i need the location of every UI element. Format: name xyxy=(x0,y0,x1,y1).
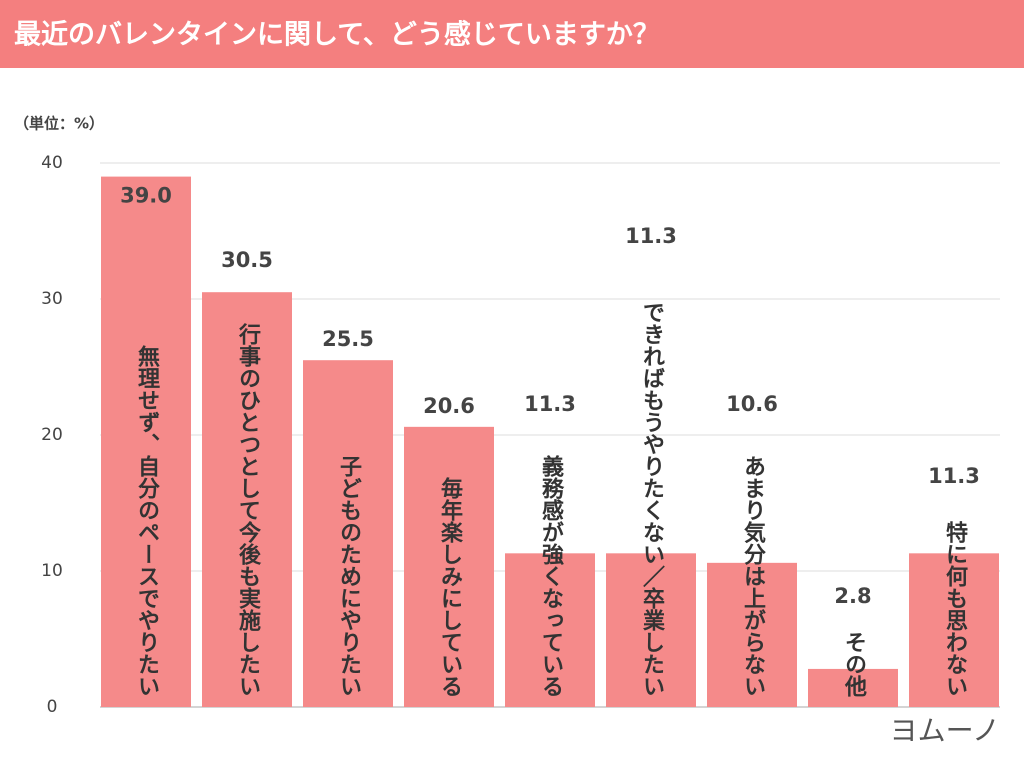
value-label: 30.5 xyxy=(221,248,273,272)
bar xyxy=(606,553,696,707)
category-label: できればもうやりたくない／卒業したい xyxy=(639,301,665,697)
y-tick-label: 10 xyxy=(41,561,63,581)
category-label: 毎年楽しみにしている xyxy=(437,477,463,697)
header-bar xyxy=(0,0,1024,68)
category-label: 特に何も思わない xyxy=(942,520,968,697)
bar xyxy=(404,426,494,707)
bar xyxy=(101,176,191,708)
value-label: 2.8 xyxy=(834,584,871,608)
bar xyxy=(505,553,595,707)
y-tick-label: 20 xyxy=(41,425,63,445)
value-label: 39.0 xyxy=(120,184,172,208)
y-tick-label: 30 xyxy=(41,289,63,309)
value-label: 20.6 xyxy=(423,394,475,418)
value-label: 10.6 xyxy=(726,392,778,416)
bar xyxy=(808,668,898,707)
bar xyxy=(303,360,393,707)
category-label: 子どものためにやりたい xyxy=(336,455,362,697)
bar xyxy=(707,562,797,707)
value-label: 11.3 xyxy=(524,392,576,416)
value-label: 11.3 xyxy=(625,224,677,248)
value-label: 11.3 xyxy=(928,464,980,488)
y-tick-label: 0 xyxy=(47,697,58,717)
value-label: 25.5 xyxy=(322,327,374,351)
logo: ヨムーノ xyxy=(890,714,1000,747)
chart-title: 最近のバレンタインに関して、どう感じていますか？ xyxy=(14,19,660,51)
unit-label: （単位：%） xyxy=(14,115,104,133)
bar xyxy=(909,553,999,707)
category-label: 無理せず、自分のペースでやりたい xyxy=(134,344,160,697)
y-tick-label: 40 xyxy=(41,153,63,173)
bar xyxy=(202,292,292,707)
category-label: 行事のひとつとして今後も実施したい xyxy=(235,322,262,697)
category-label: 義務感が強くなっている xyxy=(538,454,564,697)
category-label: あまり気分は上がらない xyxy=(740,455,766,697)
category-label: その他 xyxy=(841,631,868,697)
